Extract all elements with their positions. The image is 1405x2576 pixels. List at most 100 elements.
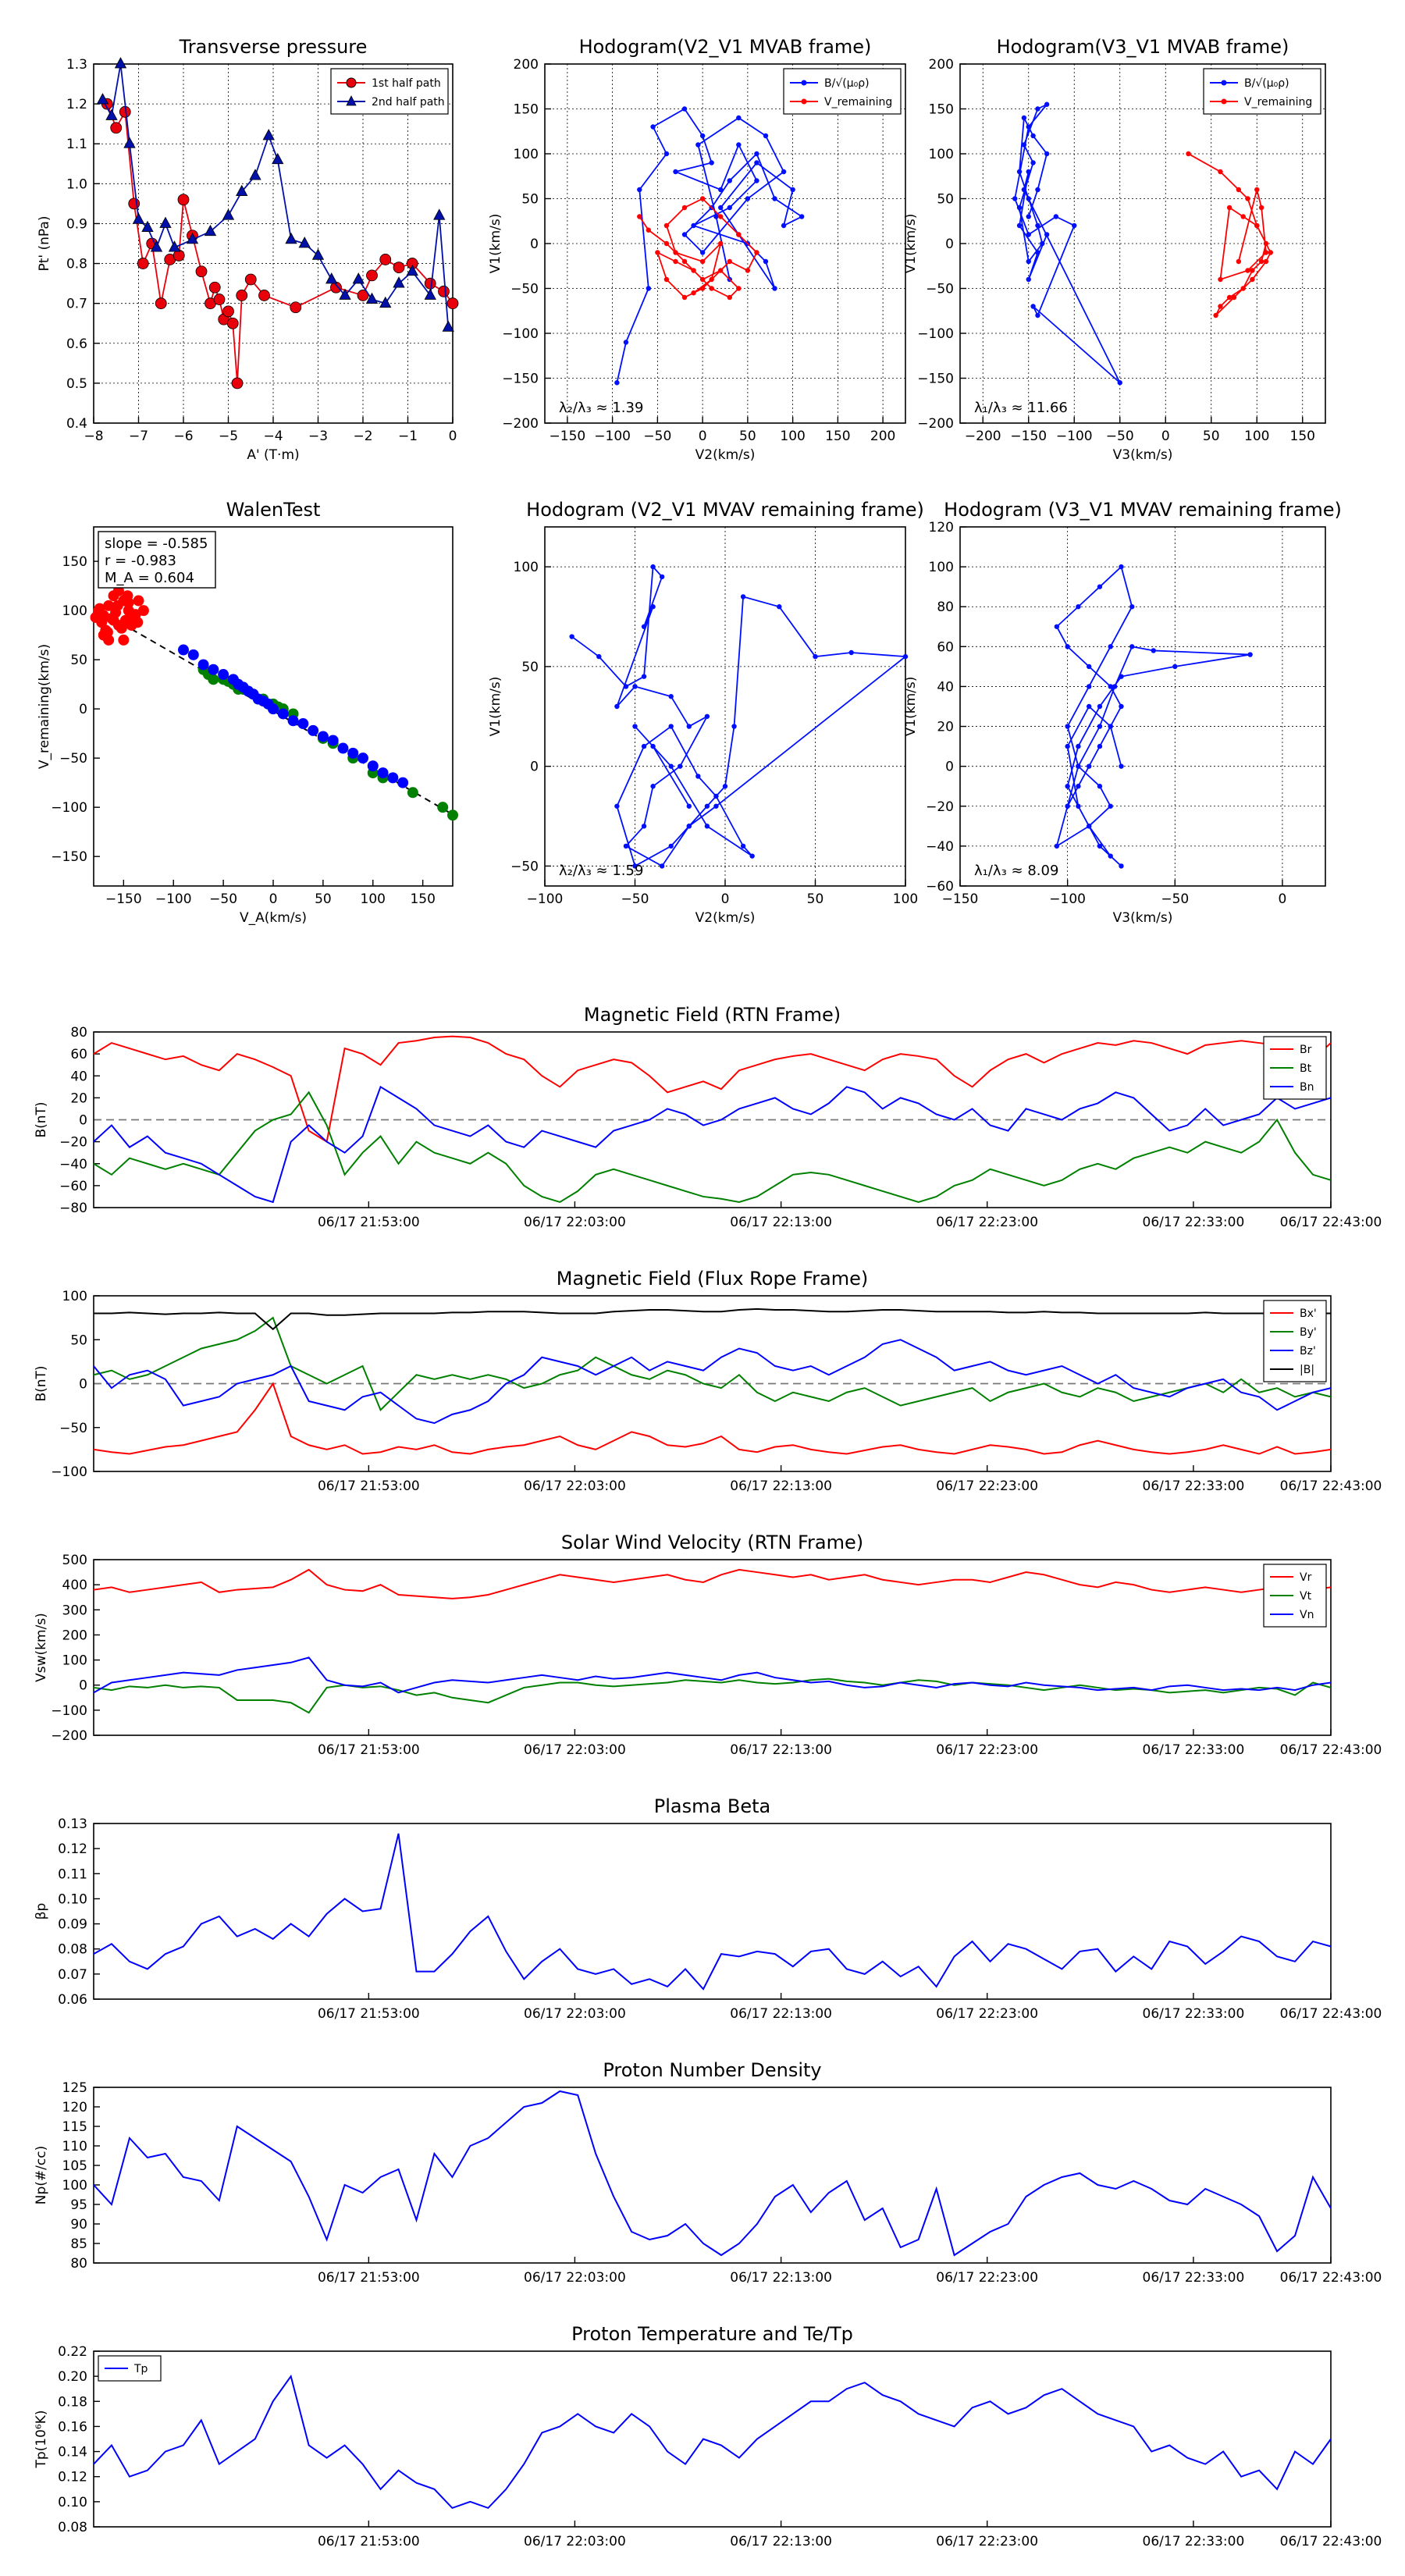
data-point xyxy=(1065,644,1070,649)
legend: B/√(μ₀ρ) V_remaining xyxy=(1203,68,1321,115)
chart-proton_number_density: 06/17 21:53:00 06/17 22:03:00 06/17 22:13:… xyxy=(34,2059,1382,2286)
data-point xyxy=(90,611,101,623)
y-tick-label: 0.10 xyxy=(58,1891,87,1907)
y-tick-label: 0.13 xyxy=(58,1816,87,1832)
chart-title: Hodogram(V3_V1 MVAB frame) xyxy=(997,36,1289,58)
data-point xyxy=(681,232,688,237)
stats-box xyxy=(98,531,216,589)
data-point xyxy=(902,653,909,660)
data-point xyxy=(637,214,642,219)
data-point xyxy=(699,133,706,139)
data-point xyxy=(1172,664,1178,670)
data-point xyxy=(1065,743,1070,749)
data-point xyxy=(1097,843,1103,849)
y-axis-label: B(nT) xyxy=(34,1101,49,1137)
data-point xyxy=(1218,169,1223,175)
y-axis-label: V1(km/s) xyxy=(488,214,503,274)
y-tick-label: 120 xyxy=(929,520,954,535)
chart-title: Hodogram (V3_V1 MVAV remaining frame) xyxy=(944,499,1342,521)
legend: Tp xyxy=(98,2355,162,2382)
series-line-vr xyxy=(93,1568,1332,1599)
data-point xyxy=(379,296,392,308)
data-point xyxy=(290,301,302,314)
data-point xyxy=(1119,674,1124,679)
x-tick-label: −150 xyxy=(550,429,586,444)
x-tick-label: −100 xyxy=(155,891,192,907)
data-point xyxy=(1026,169,1031,175)
y-tick-label: −80 xyxy=(59,1201,87,1216)
legend-marker xyxy=(801,98,807,105)
data-point xyxy=(695,142,701,148)
fit-line xyxy=(93,607,454,816)
data-point xyxy=(754,151,759,157)
y-tick-label: 0.4 xyxy=(66,416,87,432)
data-point xyxy=(297,718,309,730)
x-tick-label: 06/17 22:03:00 xyxy=(524,2534,626,2549)
data-point xyxy=(122,590,133,602)
y-tick-label: 200 xyxy=(514,57,539,73)
x-tick-label: 06/17 22:13:00 xyxy=(730,2006,832,2022)
data-point xyxy=(1231,294,1237,301)
x-tick-label: 06/17 21:53:00 xyxy=(318,2270,420,2286)
y-tick-label: −20 xyxy=(59,1135,87,1151)
data-point xyxy=(1076,604,1081,610)
x-axis-label: V3(km/s) xyxy=(1113,910,1173,926)
data-point xyxy=(754,178,759,183)
data-point xyxy=(197,659,209,671)
legend-label: Bz' xyxy=(1300,1345,1316,1357)
y-tick-label: 100 xyxy=(62,1653,87,1669)
data-point xyxy=(317,731,329,742)
data-point xyxy=(379,254,392,265)
data-point xyxy=(763,258,769,265)
x-axis-label: V2(km/s) xyxy=(695,447,756,463)
eigenvalue-ratio: λ₁/λ₃ ≈ 8.09 xyxy=(974,863,1058,879)
data-point xyxy=(433,208,446,220)
plot-frame xyxy=(93,2350,1332,2528)
legend-label: V_remaining xyxy=(824,96,892,109)
data-point xyxy=(1021,187,1027,193)
data-point xyxy=(195,265,208,278)
series-line-vn xyxy=(93,1656,1332,1694)
y-tick-label: 0.10 xyxy=(58,2495,87,2510)
y-axis-label: V1(km/s) xyxy=(903,677,919,737)
y-tick-label: 50 xyxy=(70,1332,87,1348)
data-point xyxy=(709,276,714,283)
legend-label: Br xyxy=(1300,1044,1312,1056)
data-point xyxy=(1240,286,1246,291)
y-tick-label: 0.08 xyxy=(58,2520,87,2535)
x-tick-label: 06/17 22:23:00 xyxy=(936,1742,1038,1758)
x-tick-label: 06/17 22:03:00 xyxy=(524,1742,626,1758)
data-point xyxy=(772,196,777,201)
plot-frame xyxy=(93,1031,1332,1208)
legend-label: 1st half path xyxy=(372,77,441,90)
data-point xyxy=(668,694,674,699)
data-point xyxy=(424,277,436,290)
data-point xyxy=(325,272,338,284)
y-tick-label: 0 xyxy=(530,760,539,775)
y-tick-label: 0.9 xyxy=(66,216,87,232)
y-tick-label: 125 xyxy=(62,2080,87,2096)
data-point xyxy=(1263,240,1269,247)
x-tick-label: −150 xyxy=(105,891,142,907)
data-point xyxy=(262,129,275,141)
legend-marker xyxy=(346,77,357,88)
data-point xyxy=(641,674,647,679)
legend-label: |B| xyxy=(1300,1364,1314,1376)
chart-title: Proton Number Density xyxy=(603,2059,821,2081)
data-point xyxy=(691,222,696,229)
x-tick-label: 50 xyxy=(1203,429,1220,444)
data-point xyxy=(367,760,379,772)
chart-plasma_beta: 06/17 21:53:00 06/17 22:03:00 06/17 22:13:… xyxy=(34,1795,1382,2022)
x-tick-label: 06/17 22:13:00 xyxy=(730,2270,832,2286)
data-point xyxy=(1065,803,1070,809)
chart-transverse_pressure: −8 −7 −6 −5 −4 −3 −2 −1 0 0.4 0.5 0.6 0.7 0.8 0.9 1.0 1.… xyxy=(37,36,459,463)
y-tick-label: 0.7 xyxy=(66,297,87,312)
y-tick-label: 0.20 xyxy=(58,2369,87,2385)
data-point xyxy=(94,603,105,614)
x-tick-label: −100 xyxy=(527,891,564,907)
plot-frame xyxy=(93,526,454,887)
data-point xyxy=(1226,205,1232,211)
data-point xyxy=(1044,232,1050,237)
data-point xyxy=(337,742,349,754)
legend-label: B/√(μ₀ρ) xyxy=(824,77,870,90)
